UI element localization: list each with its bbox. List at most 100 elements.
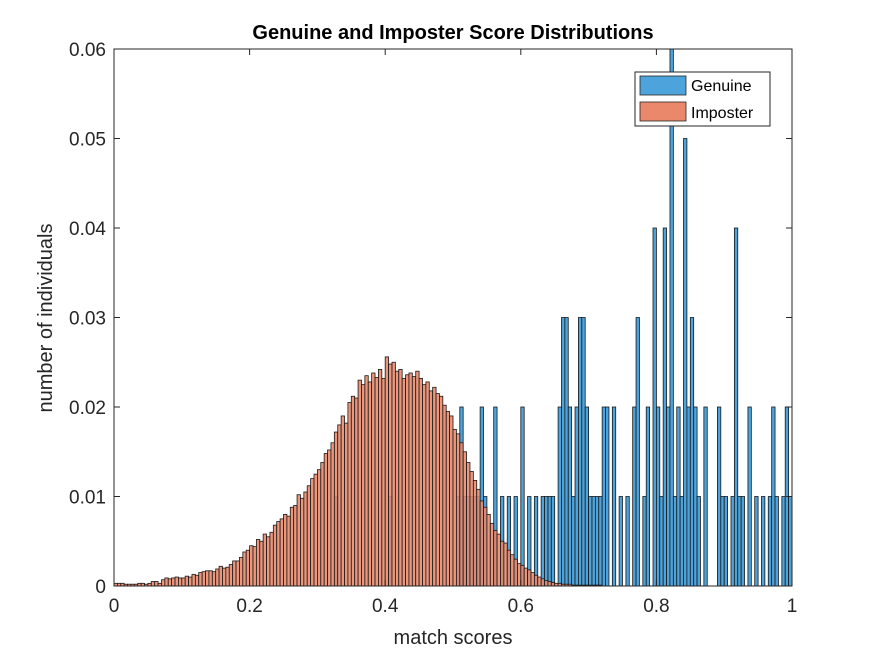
- genuine-bar: [557, 406, 562, 587]
- imposter-bar: [422, 384, 427, 587]
- imposter-bar: [442, 404, 447, 587]
- x-tick-label: 0.4: [372, 596, 399, 617]
- imposter-bar: [316, 469, 322, 587]
- imposter-bar: [510, 554, 515, 587]
- imposter-bar: [266, 536, 271, 587]
- imposter-bar: [533, 574, 539, 587]
- genuine-bar: [689, 317, 695, 587]
- imposter-bar: [303, 491, 308, 587]
- imposter-bar: [320, 462, 325, 587]
- imposter-bar: [269, 531, 274, 587]
- imposter-bar: [228, 564, 234, 587]
- imposter-bar: [249, 545, 254, 587]
- genuine-bar: [781, 496, 786, 587]
- imposter-bar: [381, 377, 386, 587]
- imposter-bar: [286, 515, 291, 587]
- imposter-bar: [445, 411, 451, 587]
- imposter-bar: [188, 576, 193, 587]
- imposter-bar: [455, 433, 461, 587]
- x-tick-label: 1: [787, 596, 798, 617]
- imposter-bar: [330, 442, 335, 587]
- imposter-bar: [452, 428, 457, 587]
- genuine-bar: [733, 227, 739, 587]
- imposter-bar: [361, 384, 366, 587]
- imposter-bar: [327, 449, 332, 587]
- y-tick-label: 0.06: [69, 40, 106, 61]
- imposter-bar: [306, 485, 312, 587]
- legend-swatch-genuine: [639, 75, 687, 96]
- imposter-bar: [462, 451, 467, 587]
- genuine-bar: [564, 317, 569, 587]
- genuine-bar: [574, 406, 579, 587]
- genuine-bar: [520, 406, 525, 587]
- genuine-bar: [571, 496, 576, 587]
- x-tick-label: 0.8: [643, 596, 669, 617]
- genuine-bar: [683, 138, 688, 587]
- imposter-bar: [523, 567, 528, 587]
- legend-label-imposter: Imposter: [691, 105, 754, 122]
- imposter-bar: [503, 542, 508, 587]
- imposter-bar: [150, 581, 156, 587]
- imposter-bar: [371, 372, 376, 587]
- imposter-bar: [378, 369, 383, 587]
- genuine-bar: [754, 496, 759, 587]
- imposter-bar: [313, 473, 318, 587]
- imposter-bar: [242, 551, 247, 587]
- imposter-bar: [333, 431, 339, 587]
- imposter-bar: [439, 395, 444, 587]
- genuine-bar: [588, 496, 593, 587]
- genuine-bar: [676, 406, 681, 587]
- imposter-bar: [486, 514, 491, 587]
- imposter-bar: [398, 369, 403, 587]
- legend-swatch-imposter: [639, 101, 687, 122]
- imposter-bar: [449, 415, 454, 587]
- x-ticks: 0 0.2 0.4 0.6 0.8 1: [109, 49, 798, 617]
- genuine-bar: [747, 406, 752, 587]
- genuine-bar: [761, 496, 766, 587]
- y-tick-label: 0.02: [69, 398, 106, 419]
- imposter-bar: [191, 573, 196, 587]
- genuine-bar: [737, 496, 742, 587]
- imposter-bar: [459, 442, 464, 587]
- imposter-bar: [540, 578, 545, 587]
- imposter-bar: [506, 549, 512, 587]
- imposter-bar: [279, 518, 284, 587]
- imposter-bar: [411, 376, 417, 587]
- imposter-bar: [493, 530, 498, 587]
- genuine-bar: [533, 496, 539, 587]
- imposter-bar: [310, 478, 315, 587]
- imposter-bar: [415, 370, 420, 587]
- genuine-bar: [686, 406, 691, 587]
- chart-title: Genuine and Imposter Score Distributions: [252, 22, 653, 44]
- imposter-bar: [184, 575, 189, 587]
- imposter-bar: [194, 574, 200, 587]
- imposter-bar: [513, 558, 518, 587]
- imposter-bar: [201, 571, 206, 587]
- imposter-bar: [408, 372, 413, 587]
- imposter-bar: [225, 566, 230, 587]
- imposter-bar: [211, 571, 217, 587]
- genuine-bar: [703, 406, 708, 587]
- imposter-bar: [337, 424, 342, 587]
- genuine-bar: [717, 406, 722, 587]
- genuine-bar: [672, 496, 678, 587]
- imposter-bar: [171, 577, 176, 587]
- x-tick-label: 0: [109, 596, 120, 617]
- imposter-bar: [394, 370, 400, 587]
- genuine-bar: [625, 496, 630, 587]
- imposter-bar: [483, 506, 488, 587]
- imposter-bar: [476, 488, 481, 587]
- y-ticks: 0 0.01 0.02 0.03 0.04 0.05 0.06: [69, 40, 792, 598]
- genuine-bar: [578, 317, 583, 587]
- imposter-bar: [384, 356, 389, 587]
- imposter-bar: [296, 494, 301, 587]
- y-tick-label: 0.05: [69, 130, 106, 151]
- imposter-bar: [547, 581, 552, 587]
- imposter-bar: [530, 572, 535, 587]
- imposter-bar: [357, 379, 362, 587]
- imposter-bar: [344, 422, 349, 587]
- genuine-bar: [618, 496, 623, 587]
- imposter-bar: [479, 500, 484, 587]
- imposter-bar: [340, 415, 345, 587]
